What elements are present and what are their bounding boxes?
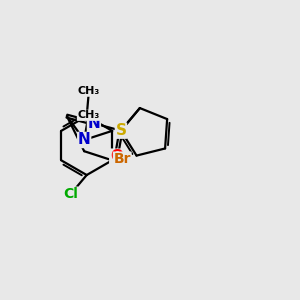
Text: N: N <box>88 116 100 131</box>
Text: Cl: Cl <box>63 187 78 201</box>
Text: CH₃: CH₃ <box>77 110 100 120</box>
Text: O: O <box>110 149 123 164</box>
Text: N: N <box>78 133 91 148</box>
Text: CH₃: CH₃ <box>78 86 100 96</box>
Text: S: S <box>116 123 126 138</box>
Text: Br: Br <box>113 152 131 166</box>
